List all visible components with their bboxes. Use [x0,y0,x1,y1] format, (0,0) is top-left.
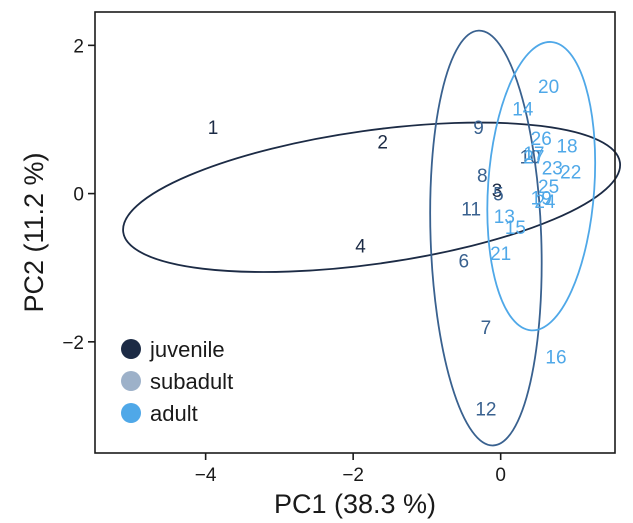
legend-label-subadult: subadult [150,369,233,394]
legend: juvenile subadult adult [121,337,233,426]
point-label-12: 12 [475,400,496,421]
point-label-25: 25 [538,177,559,198]
point-label-19: 19 [531,188,552,209]
point-label-8: 8 [477,166,488,187]
point-label-5: 5 [493,185,504,206]
ellipse-subadult [429,29,543,447]
point-label-15: 15 [505,218,526,239]
point-label-18: 18 [556,136,577,157]
point-label-24: 24 [534,192,556,213]
point-label-6: 6 [459,251,470,272]
point-label-2: 2 [377,133,388,154]
point-label-14: 14 [512,99,534,120]
y-tick-label: −2 [62,333,84,354]
legend-swatch-adult [121,403,141,423]
y-tick-label: 2 [73,36,84,57]
point-label-27: 27 [523,148,544,169]
point-label-22: 22 [560,162,581,183]
point-label-26: 26 [531,129,552,150]
point-label-10: 10 [520,148,541,169]
point-label-20: 20 [538,77,559,98]
x-tick-label: 0 [495,465,506,486]
x-tick-label: −4 [195,465,217,486]
ellipses-layer [122,29,622,447]
point-label-16: 16 [545,348,566,369]
point-label-17: 17 [523,144,544,165]
x-tick-label: −2 [342,465,364,486]
point-label-7: 7 [481,318,492,339]
plot-frame [94,11,616,454]
legend-label-juvenile: juvenile [149,337,225,362]
point-label-1: 1 [208,118,219,139]
point-label-21: 21 [490,244,511,265]
point-label-3: 3 [492,181,503,202]
x-axis-title: PC1 (38.3 %) [274,489,436,519]
legend-swatch-juvenile [121,339,141,359]
point-label-23: 23 [542,159,563,180]
legend-swatch-subadult [121,371,141,391]
y-tick-label: 0 [73,185,84,206]
point-label-13: 13 [494,207,515,228]
x-axis: −4 −2 0 [195,453,506,486]
point-label-4: 4 [355,236,366,257]
point-label-11: 11 [461,199,481,220]
y-axis: −2 0 2 [62,36,95,354]
plot-border [94,11,616,454]
point-label-9: 9 [473,118,484,139]
y-axis-title: PC2 (11.2 %) [19,152,49,312]
legend-label-adult: adult [150,401,198,426]
ellipse-juvenile [122,121,622,273]
ellipse-adult [486,41,597,332]
